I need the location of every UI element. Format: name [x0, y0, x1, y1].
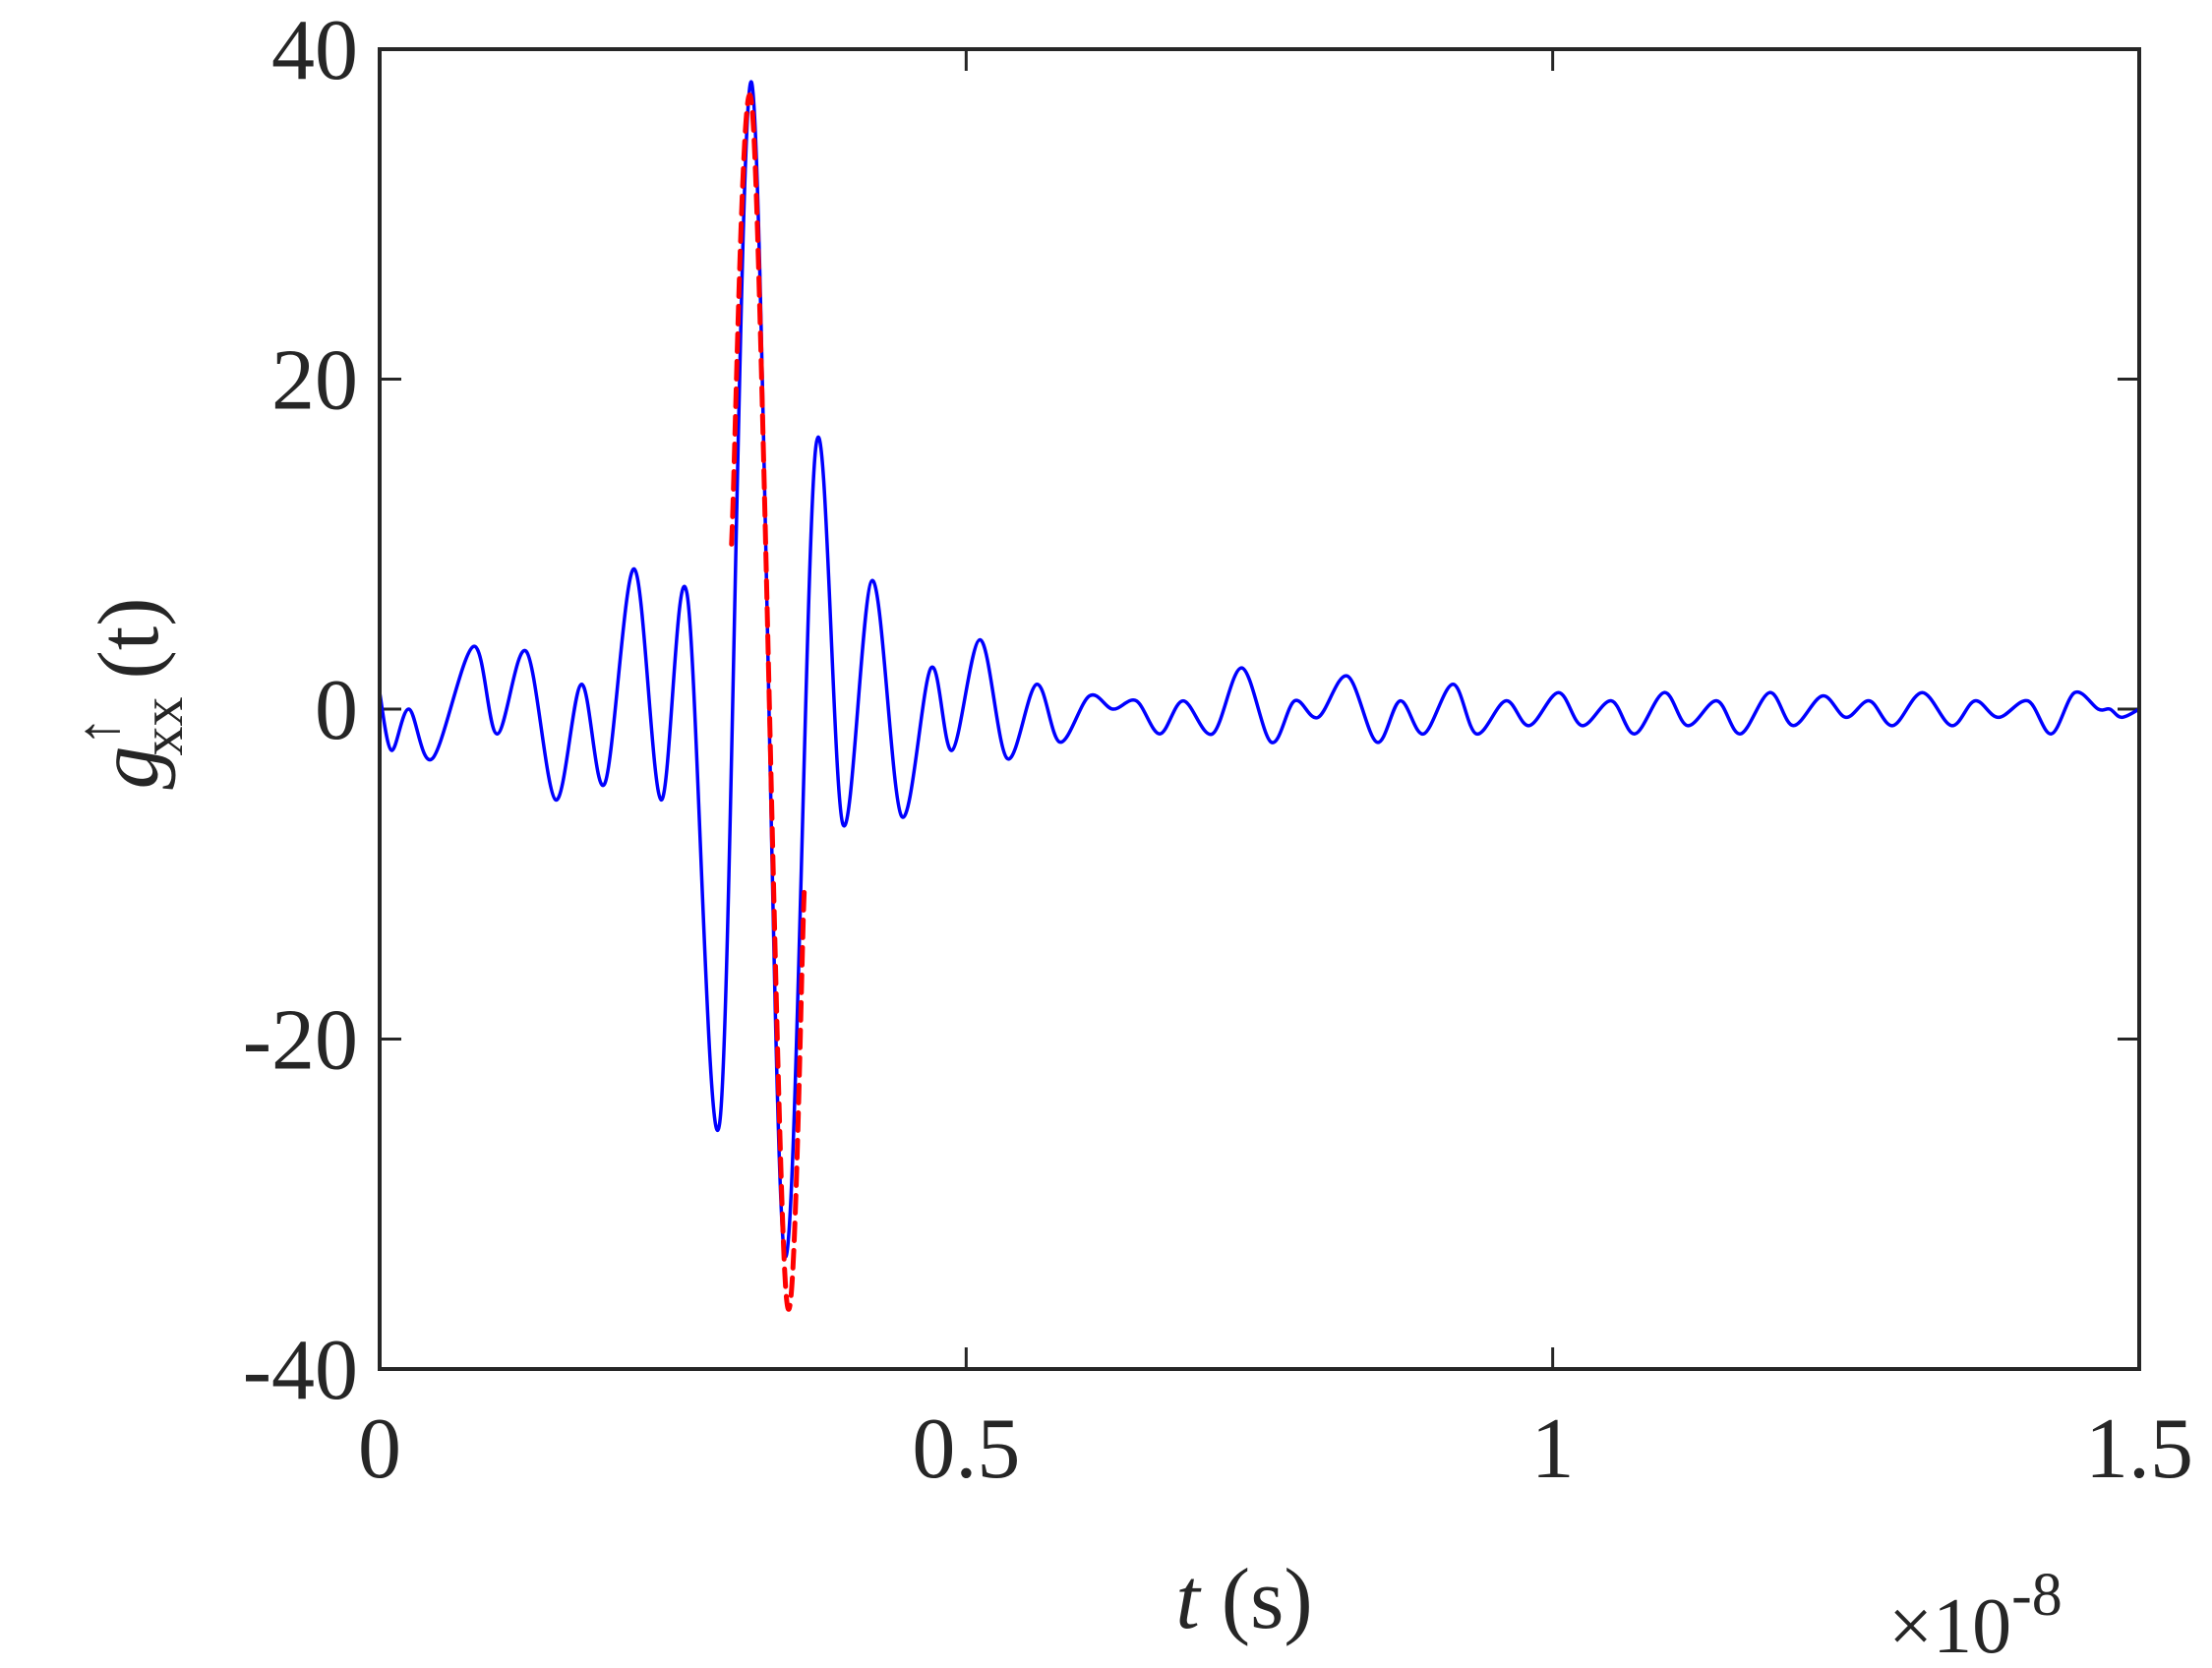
series-layer [380, 80, 2139, 1312]
series-line-2 [729, 92, 807, 1312]
x-tick-label: 1 [1531, 1401, 1575, 1497]
plot-frame [378, 47, 2141, 1371]
y-tick-label: 20 [271, 333, 358, 429]
y-axis-title-superscript: ↑ [66, 717, 131, 746]
y-tick-label: 0 [315, 663, 358, 758]
y-axis-title-subscript: xx [130, 697, 195, 756]
y-axis-title: g↑xx (t) [66, 597, 195, 789]
axes-frame [378, 47, 2141, 1371]
y-axis-title-base: g [82, 746, 177, 790]
x-axis-multiplier-base: ×10 [1888, 1583, 2011, 1663]
y-tick-label: 40 [271, 3, 358, 98]
x-tick-label: 0.5 [912, 1401, 1020, 1497]
x-axis-title-var: t [1175, 1552, 1202, 1647]
x-axis-multiplier: ×10-8 [1888, 1562, 2063, 1663]
svg-text:g↑xx(t): g↑xx (t) [66, 597, 195, 789]
x-axis-multiplier-exponent: -8 [2011, 1562, 2063, 1629]
y-tick-label: -40 [243, 1323, 358, 1418]
x-tick-label: 1.5 [2085, 1401, 2193, 1497]
y-tick-label: -20 [243, 993, 358, 1089]
x-axis-title: t (s) [1175, 1552, 1312, 1647]
tick-labels: 0 0.5 1 1.5 -40 -20 0 20 40 [243, 3, 2193, 1497]
y-axis-title-arg: (t) [82, 597, 177, 679]
x-tick-label: 0 [358, 1401, 401, 1497]
x-axis-title-unit: (s) [1200, 1552, 1313, 1647]
series-line-1 [380, 80, 2139, 1259]
